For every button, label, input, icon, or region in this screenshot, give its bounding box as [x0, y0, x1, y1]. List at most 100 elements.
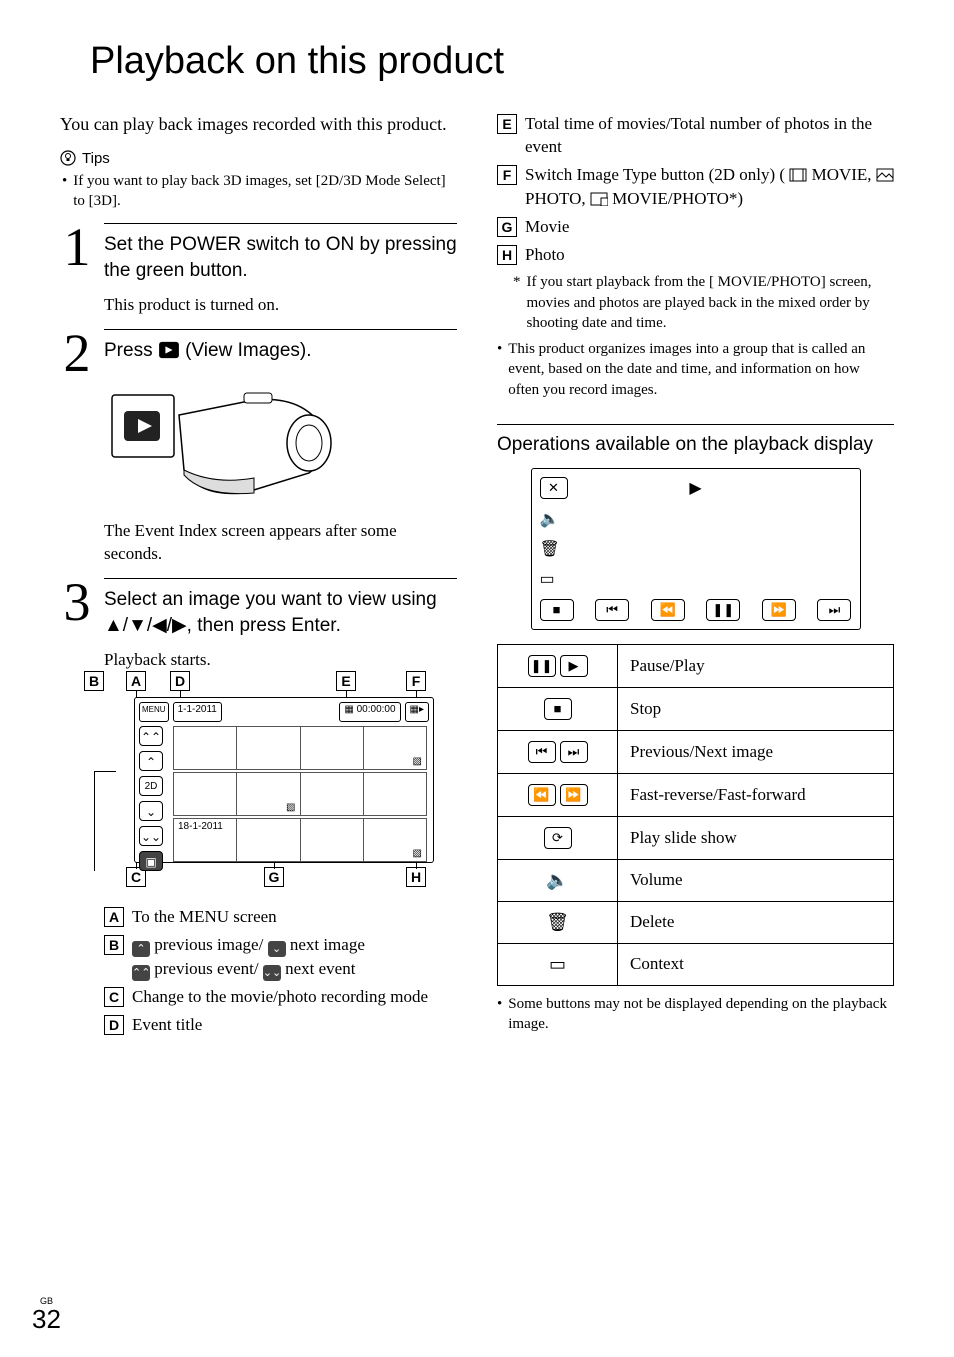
operation-button-icon: ⏩ [560, 784, 588, 806]
double-down-icon: ⌄⌄ [263, 965, 281, 981]
legend-E-text: Total time of movies/Total number of pho… [525, 112, 894, 160]
operation-icon-cell: ⏮⏭ [498, 730, 618, 773]
down-icon: ⌄ [268, 941, 286, 957]
legend-F-text: Switch Image Type button (2D only) ( MOV… [525, 163, 894, 211]
legend-G: G [497, 217, 517, 237]
step2-sub: The Event Index screen appears after som… [104, 520, 457, 566]
table-row: ⏪⏩ Fast-reverse/Fast-forward [498, 773, 894, 816]
context-icon: ▭ [540, 569, 852, 589]
callout-G: G [264, 867, 284, 887]
table-row: ⟳Play slide show [498, 816, 894, 859]
stop-button: ■ [540, 599, 574, 621]
bullet-dot: • [62, 171, 67, 212]
volume-icon: 🔈 [540, 509, 852, 529]
legend-B-c: previous event/ [150, 959, 263, 978]
operation-button-icon: ❚❚ [528, 655, 556, 677]
operations-table: ❚❚▶Pause/Play■Stop⏮⏭Previous/Next image⏪… [497, 644, 894, 986]
event-index-diagram: A D E F B C G H [84, 671, 444, 891]
legend-F-mp: MOVIE/PHOTO*) [612, 189, 743, 208]
operation-button-icon: ▶ [560, 655, 588, 677]
total-time: ▦ 00:00:00 [339, 702, 400, 722]
step1-head: Set the POWER switch to ON by pressing t… [104, 232, 457, 283]
table-row: 🔈 Volume [498, 859, 894, 901]
lightbulb-icon [60, 150, 76, 166]
fwd-button: ⏩ [762, 599, 796, 621]
pause-button: ❚❚ [706, 599, 740, 621]
operation-label: Play slide show [618, 816, 894, 859]
step-number-1: 1 [60, 223, 94, 316]
legend-G-text: Movie [525, 215, 569, 239]
legend-F-movie: MOVIE, [812, 165, 876, 184]
callout-A: A [126, 671, 146, 691]
photo-icon: ▧ [413, 756, 422, 767]
operation-icon-cell: ⟳ [498, 816, 618, 859]
next-button: ⏭ [817, 599, 851, 621]
operation-label: Delete [618, 901, 894, 943]
operation-icon-cell: ▭ [498, 943, 618, 985]
trash-icon: 🗑 [540, 539, 852, 559]
intro-text: You can play back images recorded with t… [60, 112, 457, 136]
table-row: ■Stop [498, 687, 894, 730]
legend-A: A [104, 907, 124, 927]
operation-label: Pause/Play [618, 644, 894, 687]
callout-F: F [406, 671, 426, 691]
page-number: GB 32 [32, 1296, 61, 1333]
operation-icon: ▭ [549, 954, 566, 974]
legend-H: H [497, 245, 517, 265]
legend-F: F [497, 165, 517, 185]
legend-D: D [104, 1015, 124, 1035]
rev-button: ⏪ [651, 599, 685, 621]
next-event-button: ⌄⌄ [139, 826, 163, 846]
legend-D-text: Event title [132, 1013, 202, 1037]
table-row: ⏮⏭Previous/Next image [498, 730, 894, 773]
view-images-icon [158, 341, 180, 359]
filmstrip-icon [789, 168, 807, 182]
movie-photo-icon [590, 192, 608, 206]
play-arrow: ▶ [689, 478, 701, 498]
camera-figure [104, 375, 457, 510]
note-bullet-text: This product organizes images into a gro… [508, 339, 894, 400]
up-icon: ⌃ [132, 941, 150, 957]
event-date-2: 18-1-2011 [178, 821, 223, 832]
operation-label: Fast-reverse/Fast-forward [618, 773, 894, 816]
bullet-dot: • [497, 994, 502, 1035]
image-type-button: ▦▸ [405, 702, 429, 722]
step3-sub: Playback starts. [104, 649, 457, 672]
2d-button: 2D [139, 776, 163, 796]
legend-B-d: next event [281, 959, 356, 978]
step2-press: Press [104, 340, 158, 361]
footnote-text: Some buttons may not be displayed depend… [508, 994, 894, 1035]
legend-F-photo: PHOTO, [525, 189, 590, 208]
legend-B-b: next image [286, 935, 365, 954]
operation-label: Volume [618, 859, 894, 901]
operation-icon-cell: 🗑 [498, 901, 618, 943]
table-row: ▭ Context [498, 943, 894, 985]
tips-header: Tips [60, 150, 457, 167]
legend-A-text: To the MENU screen [132, 905, 277, 929]
operation-icon: 🔈 [546, 870, 568, 890]
operation-label: Context [618, 943, 894, 985]
legend-H-text: Photo [525, 243, 565, 267]
legend-B: B [104, 935, 124, 955]
operations-header: Operations available on the playback dis… [497, 424, 894, 458]
step2-head: Press (View Images). [104, 338, 457, 364]
step1-sub: This product is turned on. [104, 294, 457, 317]
callout-H: H [406, 867, 426, 887]
operation-icon-cell: ❚❚▶ [498, 644, 618, 687]
close-button: ✕ [540, 477, 568, 499]
callout-D: D [170, 671, 190, 691]
step-number-2: 2 [60, 329, 94, 567]
operation-button-icon: ⏭ [560, 741, 588, 763]
menu-button: MENU [139, 702, 169, 722]
operation-label: Stop [618, 687, 894, 730]
step3-head: Select an image you want to view using ▲… [104, 587, 457, 638]
photo-icon: ▧ [286, 802, 295, 813]
legend-B-a: previous image/ [150, 935, 268, 954]
callout-E: E [336, 671, 356, 691]
operation-label: Previous/Next image [618, 730, 894, 773]
operation-button-icon: ⏮ [528, 741, 556, 763]
next-image-button: ⌄ [139, 801, 163, 821]
double-up-icon: ⌃⌃ [132, 965, 150, 981]
operation-button-icon: ⏪ [528, 784, 556, 806]
record-mode-button: ▣ [139, 851, 163, 871]
